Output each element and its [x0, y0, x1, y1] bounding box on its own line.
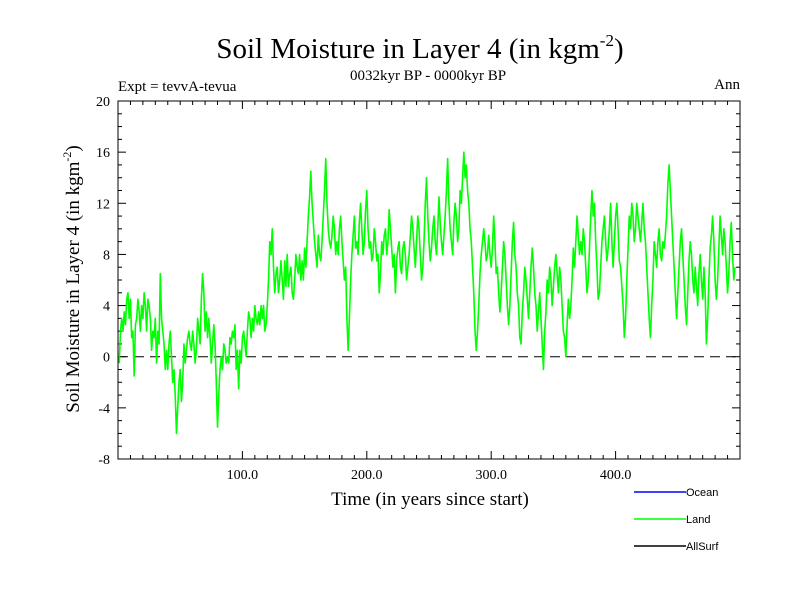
y-axis-label-main: Soil Moisture in Layer 4 (in kgm [63, 161, 84, 412]
season-label: Ann [714, 77, 740, 93]
axis-tick-labels: 100.0 200.0 300.0 400.0 -8 -4 0 4 8 12 16 20 [96, 95, 631, 483]
chart-title: Soil Moisture in Layer 4 (in kgm-2) [216, 31, 623, 65]
y-tick-label: -4 [98, 402, 110, 417]
legend-label: Land [686, 514, 710, 526]
y-axis-label: Soil Moisture in Layer 4 (in kgm-2) [60, 145, 84, 413]
y-tick-label: 8 [103, 248, 110, 263]
chart-title-close: ) [614, 33, 624, 65]
experiment-label: Expt = tevvA-tevua [118, 79, 237, 95]
legend: Ocean Land AllSurf [634, 487, 719, 553]
x-tick-label: 400.0 [600, 468, 632, 483]
x-tick-label: 100.0 [227, 468, 259, 483]
x-axis-label: Time (in years since start) [331, 489, 529, 510]
y-tick-label: -8 [98, 453, 110, 468]
legend-label: Ocean [686, 487, 718, 499]
axis-ticks [118, 100, 740, 460]
y-tick-label: 12 [96, 197, 110, 212]
y-tick-label: 0 [103, 351, 110, 366]
chart-subtitle: 0032kyr BP - 0000kyr BP [350, 68, 506, 84]
y-axis-label-superscript: -2 [60, 152, 74, 162]
chart-title-superscript: -2 [600, 31, 614, 50]
y-tick-label: 4 [103, 300, 110, 315]
y-axis-label-close: ) [63, 145, 84, 151]
series-line-land [118, 151, 736, 435]
x-tick-label: 300.0 [475, 468, 507, 483]
x-tick-label: 200.0 [351, 468, 383, 483]
y-tick-label: 16 [96, 146, 110, 161]
chart-title-main: Soil Moisture in Layer 4 (in kgm [216, 33, 600, 65]
legend-label: AllSurf [686, 541, 719, 553]
y-tick-label: 20 [96, 95, 110, 110]
